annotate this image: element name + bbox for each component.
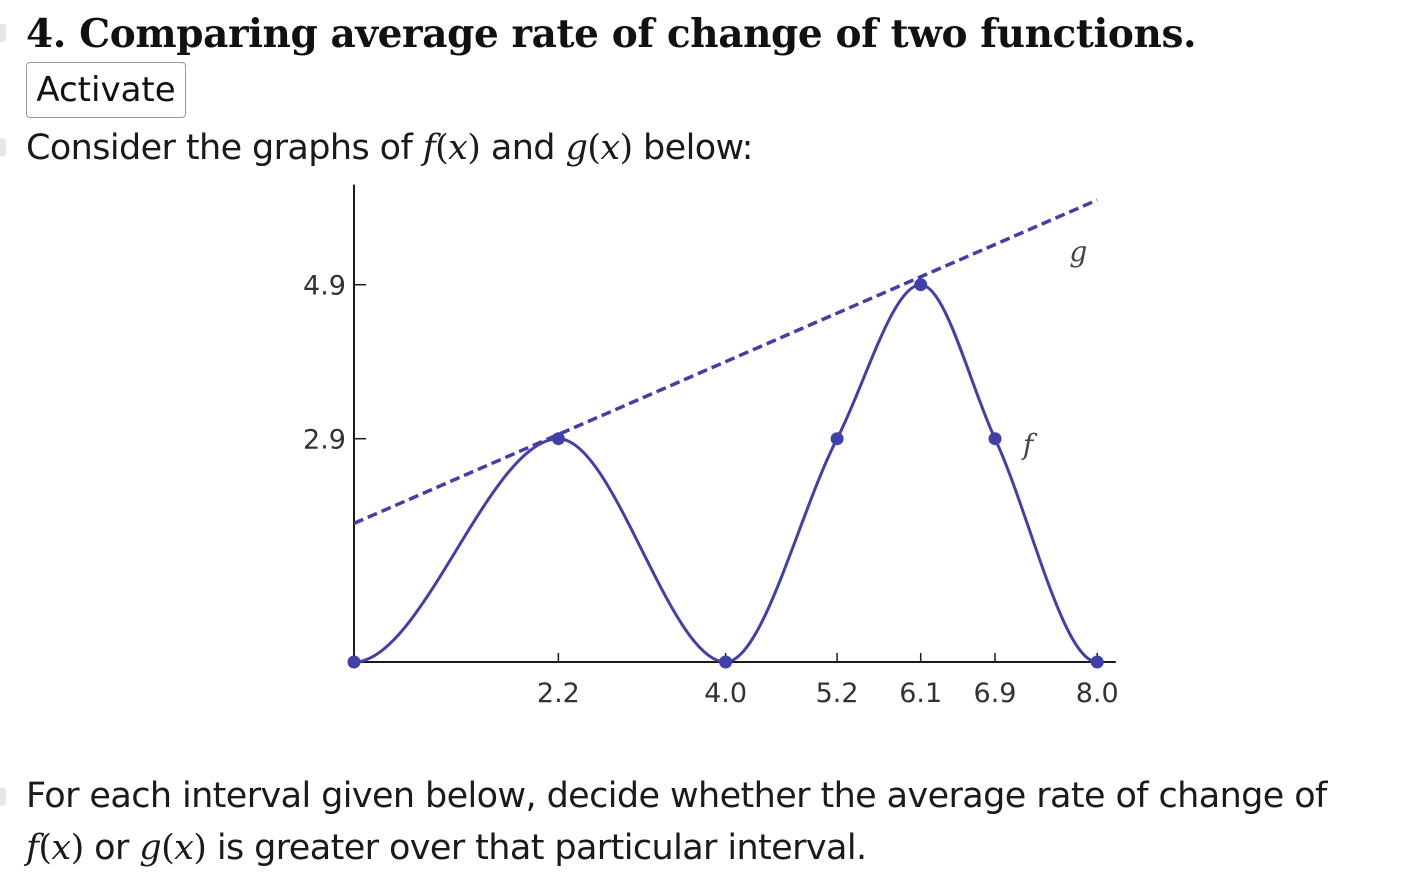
series-f-point xyxy=(719,655,733,669)
g-of-x-expression: g(x) xyxy=(139,828,207,868)
f-of-x-expression: f(x) xyxy=(422,128,481,168)
series-f-point xyxy=(1090,655,1104,669)
gutter-marker-question xyxy=(0,788,6,806)
f-symbol: f xyxy=(422,128,436,168)
series-f-point xyxy=(988,432,1002,446)
x-symbol: x xyxy=(448,128,468,168)
intro-text: Consider the graphs of f(x) and g(x) bel… xyxy=(26,122,753,174)
series-f-point xyxy=(347,655,361,669)
gutter-marker-title xyxy=(0,24,6,42)
g-curve-label: g xyxy=(1069,236,1087,269)
series-f-point xyxy=(914,278,928,292)
x-tick-label: 6.9 xyxy=(974,678,1017,709)
question-text: For each interval given below, decide wh… xyxy=(26,770,1406,874)
intro-and: and xyxy=(480,128,566,168)
f-curve-label: f xyxy=(1021,428,1038,461)
question-or: or xyxy=(83,828,140,868)
question-line-2-end: is greater over that particular interval… xyxy=(206,828,867,868)
x-tick-label: 4.0 xyxy=(704,678,747,709)
x-tick-label: 2.2 xyxy=(537,678,580,709)
y-tick-label: 2.9 xyxy=(303,425,346,456)
y-tick-label: 4.9 xyxy=(303,271,346,302)
series-g-line xyxy=(353,198,1098,526)
x-tick-label: 8.0 xyxy=(1076,678,1119,709)
problem-title: 4. Comparing average rate of change of t… xyxy=(26,11,1197,57)
series-f-point xyxy=(830,432,844,446)
x-tick-label: 5.2 xyxy=(816,678,859,709)
gutter-marker-intro xyxy=(0,138,6,156)
intro-after: below: xyxy=(632,128,753,168)
x-tick-label: 6.1 xyxy=(899,678,942,709)
g-symbol: g xyxy=(139,828,162,868)
x-symbol: x xyxy=(174,828,194,868)
g-symbol: g xyxy=(565,128,588,168)
f-of-x-expression: f(x) xyxy=(26,828,84,868)
plot-series xyxy=(347,198,1104,669)
intro-before: Consider the graphs of xyxy=(26,128,423,168)
question-line-1: For each interval given below, decide wh… xyxy=(26,776,1327,816)
x-symbol: x xyxy=(51,828,71,868)
axes xyxy=(353,184,1116,663)
x-symbol: x xyxy=(600,128,620,168)
activate-button[interactable]: Activate xyxy=(26,62,186,118)
f-symbol: f xyxy=(26,828,39,868)
function-graph: 2.2 4.0 5.2 6.1 6.9 8.0 2.9 4.9 g f xyxy=(303,184,1119,709)
tick-labels: 2.2 4.0 5.2 6.1 6.9 8.0 2.9 4.9 g f xyxy=(303,236,1119,709)
g-of-x-expression: g(x) xyxy=(565,128,633,168)
